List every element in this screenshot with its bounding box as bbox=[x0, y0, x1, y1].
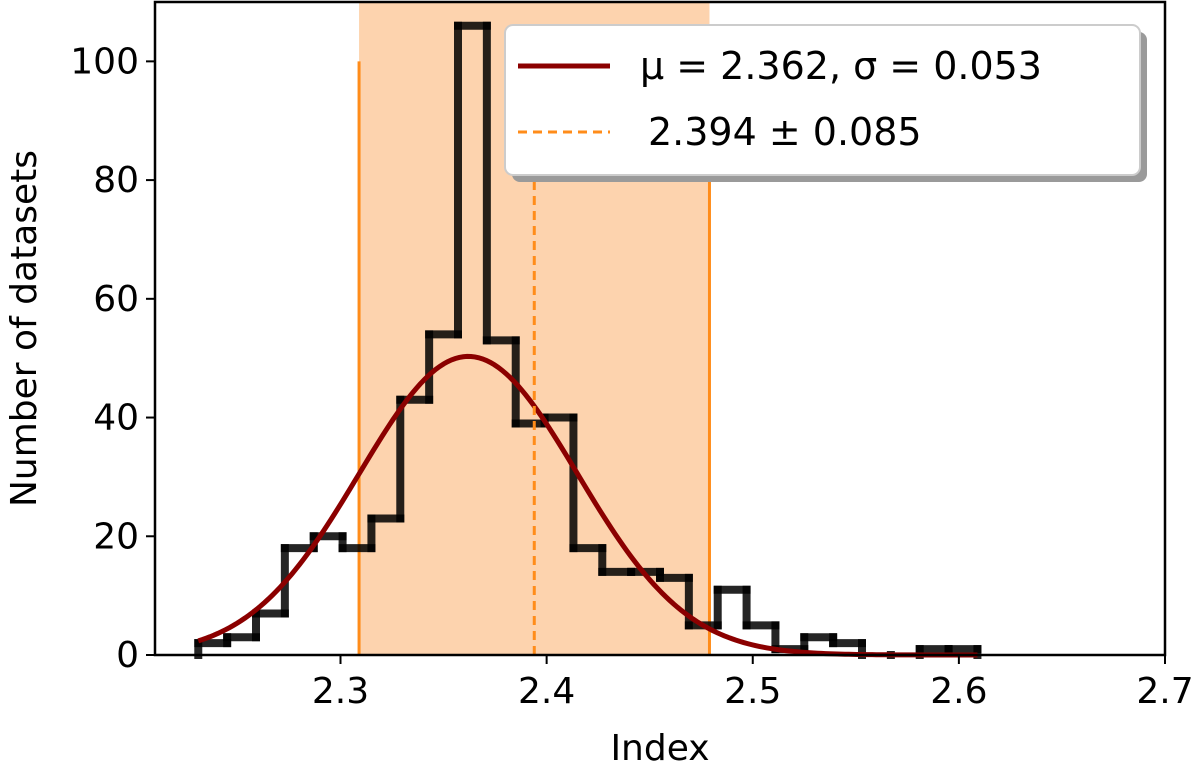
x-tick-label: 2.6 bbox=[930, 671, 987, 712]
legend-line-label: 2.394 ± 0.085 bbox=[648, 110, 922, 154]
y-tick-label: 0 bbox=[116, 635, 139, 676]
legend-box bbox=[504, 24, 1141, 176]
x-tick-label: 2.3 bbox=[312, 671, 369, 712]
legend: μ = 2.362, σ = 0.053 2.394 ± 0.085 bbox=[504, 24, 1147, 182]
y-tick-label: 100 bbox=[70, 41, 139, 82]
plot-frame bbox=[153, 0, 1167, 657]
y-tick-label: 60 bbox=[93, 279, 139, 320]
x-axis-ticks: 2.3 2.4 2.5 2.6 2.7 bbox=[312, 655, 1194, 712]
y-axis-ticks: 0 20 40 60 80 100 bbox=[70, 41, 155, 676]
x-axis-title: Index bbox=[610, 728, 709, 769]
legend-fit-label: μ = 2.362, σ = 0.053 bbox=[640, 44, 1042, 88]
y-axis-title: Number of datasets bbox=[4, 150, 45, 507]
x-tick-label: 2.5 bbox=[724, 671, 781, 712]
x-tick-label: 2.7 bbox=[1136, 671, 1193, 712]
y-tick-label: 20 bbox=[93, 516, 139, 557]
y-tick-label: 40 bbox=[93, 398, 139, 439]
histogram-layer bbox=[194, 21, 982, 659]
y-tick-label: 80 bbox=[93, 160, 139, 201]
x-tick-label: 2.4 bbox=[518, 671, 575, 712]
